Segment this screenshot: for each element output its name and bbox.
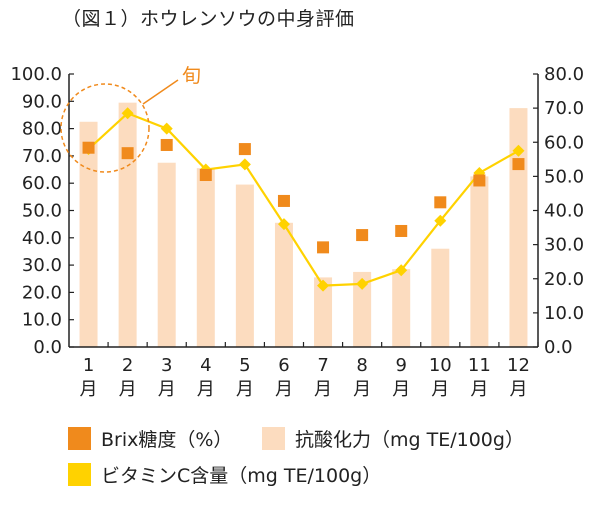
brix-point bbox=[160, 138, 173, 151]
x-tick-unit: 月 bbox=[509, 379, 527, 400]
right-tick-label: 40.0 bbox=[544, 201, 584, 222]
brix-point bbox=[356, 229, 369, 242]
bar bbox=[431, 248, 450, 347]
right-tick-label: 80.0 bbox=[544, 64, 584, 85]
brix-point bbox=[238, 143, 251, 156]
x-tick-label: 11 bbox=[468, 355, 491, 376]
brix-point bbox=[317, 241, 330, 254]
legend-swatch-vitc bbox=[68, 463, 91, 486]
peak-season-label: 旬 bbox=[182, 65, 201, 87]
x-tick-label: 5 bbox=[239, 355, 250, 376]
left-tick-label: 70.0 bbox=[22, 146, 62, 167]
x-tick-label: 1 bbox=[83, 355, 94, 376]
bar bbox=[470, 176, 489, 347]
left-tick-label: 0.0 bbox=[33, 337, 62, 358]
peak-season-leader bbox=[142, 79, 179, 105]
left-tick-label: 80.0 bbox=[22, 119, 62, 140]
x-tick-label: 2 bbox=[122, 355, 133, 376]
vitc-point bbox=[395, 264, 408, 277]
right-tick-label: 20.0 bbox=[544, 269, 584, 290]
right-tick-label: 30.0 bbox=[544, 235, 584, 256]
x-tick-label: 10 bbox=[429, 355, 452, 376]
x-tick-unit: 月 bbox=[470, 379, 488, 400]
x-tick-unit: 月 bbox=[353, 379, 371, 400]
legend-label-brix: Brix糖度（%） bbox=[101, 429, 233, 451]
x-tick-label: 12 bbox=[507, 355, 530, 376]
bar bbox=[509, 108, 528, 347]
legend-item-vitc: ビタミンC含量（mg TE/100g） bbox=[68, 461, 381, 488]
vitc-line bbox=[87, 111, 520, 287]
left-tick-label: 10.0 bbox=[22, 310, 62, 331]
x-tick-unit: 月 bbox=[236, 379, 254, 400]
brix-point bbox=[434, 196, 447, 209]
axes-layer: 0.010.020.030.040.050.060.070.080.090.01… bbox=[10, 64, 584, 400]
vitc-point bbox=[512, 144, 525, 157]
brix-point bbox=[395, 224, 408, 237]
brix-point bbox=[199, 169, 212, 182]
annotation-layer: 旬 bbox=[60, 65, 201, 173]
bar bbox=[314, 277, 333, 347]
left-tick-label: 60.0 bbox=[22, 173, 62, 194]
x-tick-unit: 月 bbox=[275, 379, 293, 400]
bar bbox=[196, 168, 215, 347]
vitc-point bbox=[356, 277, 369, 290]
x-tick-unit: 月 bbox=[197, 379, 215, 400]
x-tick-unit: 月 bbox=[119, 379, 137, 400]
brix-point bbox=[277, 194, 290, 207]
left-tick-label: 90.0 bbox=[22, 91, 62, 112]
chart-area: 0.010.020.030.040.050.060.070.080.090.01… bbox=[10, 64, 584, 400]
x-tick-label: 6 bbox=[278, 355, 289, 376]
vitc-point bbox=[238, 158, 251, 171]
x-tick-unit: 月 bbox=[158, 379, 176, 400]
bar bbox=[392, 269, 411, 347]
peak-season-circle bbox=[60, 83, 150, 173]
bar bbox=[157, 162, 176, 347]
right-tick-label: 10.0 bbox=[544, 303, 584, 324]
right-tick-label: 0.0 bbox=[544, 337, 573, 358]
x-tick-label: 3 bbox=[161, 355, 172, 376]
vitc-point bbox=[277, 218, 290, 231]
left-tick-label: 40.0 bbox=[22, 228, 62, 249]
legend-swatch-brix bbox=[68, 427, 91, 450]
brix-point bbox=[82, 141, 95, 154]
line-layer bbox=[82, 107, 525, 292]
vitc-point bbox=[434, 214, 447, 227]
bar bbox=[118, 102, 137, 347]
left-tick-label: 20.0 bbox=[22, 282, 62, 303]
legend-label-antioxidant: 抗酸化力（mg TE/100g） bbox=[295, 429, 524, 451]
right-tick-label: 50.0 bbox=[544, 166, 584, 187]
legend-swatch-antioxidant bbox=[262, 427, 285, 450]
right-tick-label: 70.0 bbox=[544, 98, 584, 119]
bar bbox=[274, 222, 293, 347]
left-tick-label: 50.0 bbox=[22, 201, 62, 222]
vitc-point bbox=[160, 122, 173, 135]
chart-title: （図１）ホウレンソウの中身評価 bbox=[62, 8, 355, 30]
brix-point bbox=[473, 174, 486, 187]
x-tick-unit: 月 bbox=[80, 379, 98, 400]
bar bbox=[79, 121, 98, 348]
bars-layer bbox=[79, 102, 528, 348]
points-layer bbox=[82, 138, 525, 254]
right-tick-label: 60.0 bbox=[544, 132, 584, 153]
x-tick-label: 7 bbox=[317, 355, 328, 376]
legend-label-vitc: ビタミンC含量（mg TE/100g） bbox=[101, 465, 382, 487]
legend-item-antioxidant: 抗酸化力（mg TE/100g） bbox=[262, 425, 524, 452]
x-tick-unit: 月 bbox=[392, 379, 410, 400]
x-tick-label: 8 bbox=[356, 355, 367, 376]
x-tick-unit: 月 bbox=[314, 379, 332, 400]
vitc-point bbox=[317, 279, 330, 292]
x-tick-unit: 月 bbox=[431, 379, 449, 400]
left-tick-label: 30.0 bbox=[22, 255, 62, 276]
bar bbox=[353, 271, 372, 347]
bar bbox=[235, 184, 254, 347]
brix-point bbox=[121, 147, 134, 160]
left-tick-label: 100.0 bbox=[10, 64, 62, 85]
legend-item-brix: Brix糖度（%） bbox=[68, 425, 232, 452]
x-tick-label: 9 bbox=[395, 355, 406, 376]
brix-point bbox=[512, 158, 525, 171]
vitc-point bbox=[121, 107, 134, 120]
x-tick-label: 4 bbox=[200, 355, 211, 376]
